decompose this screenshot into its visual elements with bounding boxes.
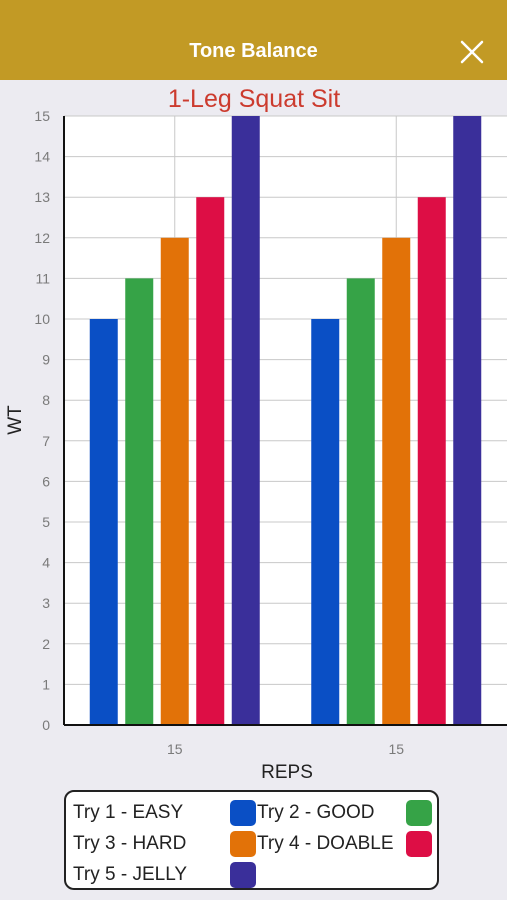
header-bar: Tone Balance — [0, 0, 507, 80]
legend-label: Try 3 - HARD — [73, 833, 187, 854]
legend-label: Try 5 - JELLY — [73, 864, 188, 885]
x-tick-label: 15 — [388, 741, 404, 757]
y-tick-label: 10 — [34, 311, 50, 327]
y-tick-label: 0 — [42, 717, 50, 733]
y-tick-label: 11 — [35, 270, 50, 286]
close-button[interactable] — [452, 32, 492, 72]
y-tick-label: 2 — [42, 636, 50, 652]
legend-label: Try 2 - GOOD — [257, 802, 375, 823]
legend-swatch — [230, 862, 256, 888]
bar — [160, 237, 189, 726]
y-tick-label: 15 — [34, 108, 50, 124]
bar — [231, 116, 260, 725]
y-tick-label: 1 — [42, 676, 50, 692]
y-tick-label: 14 — [34, 149, 50, 165]
bar — [417, 197, 446, 725]
y-tick-label: 9 — [42, 352, 50, 368]
bar — [89, 319, 118, 725]
chart-title: 1-Leg Squat Sit — [168, 85, 340, 113]
y-tick-label: 6 — [42, 473, 50, 489]
y-tick-label: 13 — [34, 189, 50, 205]
y-tick-label: 4 — [42, 555, 50, 571]
legend-swatch — [406, 831, 432, 857]
bar — [346, 278, 375, 725]
close-x-icon — [460, 40, 484, 64]
y-tick-label: 5 — [42, 514, 50, 530]
chart-legend: Try 1 - EASY Try 2 - GOOD Try 3 - HARD Try … — [64, 790, 439, 890]
bar — [125, 278, 154, 725]
legend-label: Try 1 - EASY — [73, 802, 184, 823]
x-axis-label: REPS — [261, 762, 313, 783]
legend-item: Try 2 - GOOD — [257, 799, 434, 827]
x-tick-label: 15 — [167, 741, 183, 757]
legend-item: Try 3 - HARD — [73, 830, 258, 858]
y-tick-label: 8 — [42, 392, 50, 408]
legend-swatch — [230, 831, 256, 857]
bar — [311, 319, 340, 725]
bar — [196, 197, 225, 725]
y-tick-label: 12 — [34, 230, 50, 246]
legend-item: Try 4 - DOABLE — [257, 830, 434, 858]
y-tick-label: 7 — [42, 433, 50, 449]
legend-item: Try 5 - JELLY — [73, 861, 258, 889]
bar — [382, 237, 411, 726]
legend-swatch — [230, 800, 256, 826]
page-title: Tone Balance — [189, 40, 318, 62]
legend-label: Try 4 - DOABLE — [257, 833, 394, 854]
legend-item: Try 1 - EASY — [73, 799, 258, 827]
y-axis-label: WT — [5, 405, 26, 435]
legend-swatch — [406, 800, 432, 826]
y-tick-label: 3 — [42, 595, 50, 611]
bar — [453, 116, 482, 725]
